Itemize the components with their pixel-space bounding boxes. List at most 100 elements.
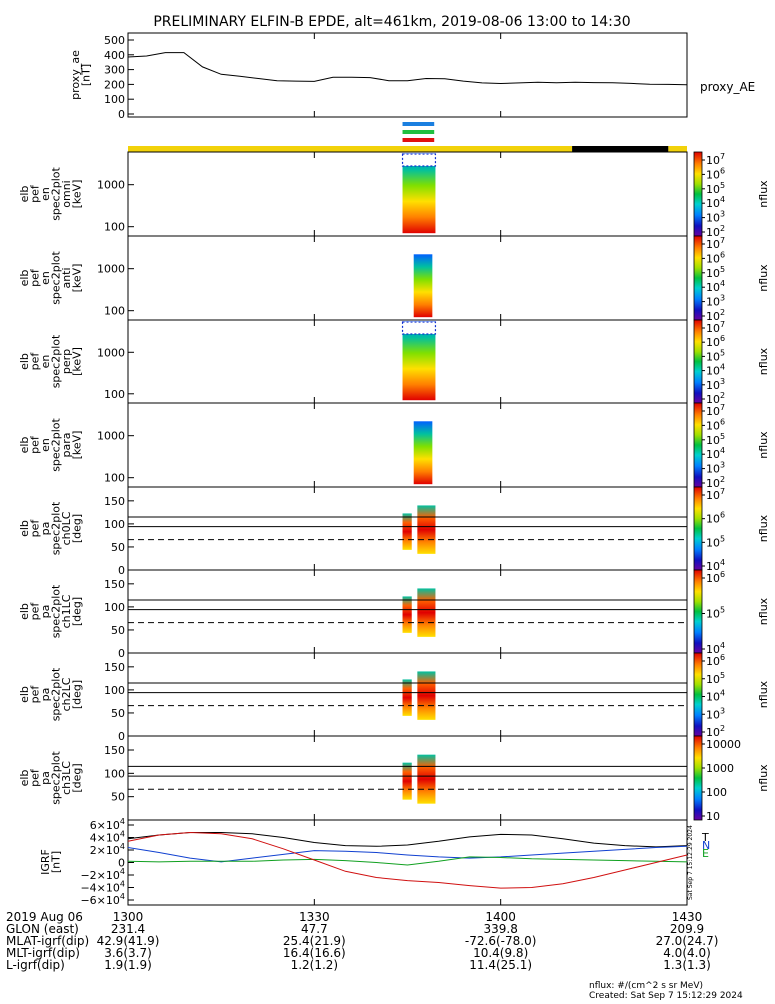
ephemeris-value: 42.9(41.9) (97, 934, 160, 948)
nflux-units-note: nflux: #/(cm^2 s sr MeV) (589, 981, 703, 991)
ephemeris-value: 1.9(1.9) (104, 958, 152, 972)
igrf-ylabel: IGRF[nT] (39, 849, 63, 875)
y-tick-label: 300 (104, 64, 125, 77)
colorbar (693, 402, 703, 488)
ephemeris-value: 11.4(25.1) (469, 958, 532, 972)
y-tick-label: 50 (111, 624, 125, 637)
colorbar-tick-label: 107 (706, 152, 725, 167)
ephemeris-label: 2019 Aug 06 (6, 910, 83, 924)
ephemeris-label: L-igrf(dip) (6, 958, 65, 972)
y-tick-label: 100 (104, 684, 125, 697)
spectrogram-data (402, 153, 436, 234)
y-tick-label: 4×104 (90, 830, 125, 845)
colorbar (693, 486, 703, 571)
colorbar-tick-label: 105 (706, 348, 725, 363)
panel-frame (127, 235, 688, 321)
y-tick-label: 100 (104, 93, 125, 106)
igrf-series-line (127, 856, 688, 866)
colorbar-label: nflux (757, 764, 770, 792)
colorbar (693, 235, 703, 321)
ylabel-line: spec2plot (49, 501, 62, 555)
pa-data-left (402, 762, 412, 800)
y-tick-label: 100 (104, 518, 125, 531)
colorbar-label-text: nflux (757, 680, 770, 708)
colorbar-label-text: nflux (757, 431, 770, 459)
ephemeris-value: 1300 (113, 910, 144, 924)
y-tick-label: 150 (104, 744, 125, 757)
ylabel-line: elb (18, 186, 31, 203)
ylabel-line: pef (28, 519, 41, 538)
ephemeris-value: 231.4 (111, 922, 145, 936)
colorbar-label-text: nflux (757, 180, 770, 208)
spectrogram-data (402, 321, 436, 401)
colorbar (693, 151, 703, 237)
ylabel-line: [keV] (70, 264, 83, 293)
ylabel-line: ch0LC (60, 511, 73, 545)
availability-bar (402, 130, 435, 134)
ephemeris-value: 1430 (672, 910, 703, 924)
ephemeris-value: 27.0(24.7) (656, 934, 719, 948)
colorbar-tick-label: 105 (706, 265, 725, 280)
colorbar-label: nflux (757, 680, 770, 708)
colorbar-label: nflux (757, 264, 770, 292)
spectrogram-data (413, 421, 433, 485)
orbit-segment (668, 146, 687, 152)
y-tick-label: 1000 (97, 263, 125, 276)
ephemeris-value: 339.8 (483, 922, 517, 936)
y-tick-label: 0 (118, 564, 125, 577)
ephemeris-label: MLAT-igrf(dip) (6, 934, 89, 948)
pa-data-left (402, 513, 412, 550)
colorbar-tick-label: 104 (706, 195, 725, 210)
ephemeris-value: 4.0(4.0) (663, 946, 711, 960)
colorbar-tick-label: 103 (706, 706, 725, 721)
ylabel-line: en (39, 271, 52, 285)
ylabel-line: elb (18, 686, 31, 703)
ylabel-line: [deg] (70, 597, 83, 626)
colorbar-tick-label: 103 (706, 294, 725, 309)
ephemeris-value: 1400 (485, 910, 516, 924)
ephemeris-value: 47.7 (301, 922, 328, 936)
ylabel-line: pa (39, 522, 52, 536)
colorbar-label: nflux (757, 597, 770, 625)
panel-ch0LC: 150 100 50 0 107 106 105 104 nflux (104, 486, 770, 577)
ylabel-line: ch2LC (60, 677, 73, 711)
igrf-side-text-label: Sat Sep 7 15:12:29 2024 (687, 825, 694, 900)
ylabel-line: ch3LC (60, 761, 73, 795)
ylabel-line: spec2plot (49, 584, 62, 638)
colorbar-tick-label: 106 (706, 511, 725, 526)
spectrogram-noise (401, 321, 437, 335)
ylabel-line: [keV] (70, 180, 83, 209)
y-tick-label: 400 (104, 49, 125, 62)
colorbar-tick-label: 102 (706, 308, 725, 323)
ylabel-line: pa (39, 771, 52, 785)
spectrogram-noise (401, 153, 437, 167)
ephemeris-value: 1.3(1.3) (663, 958, 711, 972)
y-tick-label: −6×104 (80, 892, 125, 907)
ylabel-line: [deg] (70, 680, 83, 709)
colorbar-tick-label: 105 (706, 534, 725, 549)
igrf-series-line (127, 832, 688, 848)
pa-data-right (417, 588, 436, 637)
colorbar-tick-label: 106 (706, 250, 725, 265)
colorbar-label-text: nflux (757, 514, 770, 542)
colorbar-tick-label: 104 (706, 446, 725, 461)
ylabel-line: omni (60, 180, 73, 207)
colorbar (693, 319, 703, 404)
ylabel-line: elb (18, 770, 31, 787)
colorbar-tick-label: 106 (706, 417, 725, 432)
y-tick-label: 50 (111, 541, 125, 554)
igrf-legend-entry: T (701, 831, 709, 844)
colorbar-tick-label: 107 (706, 320, 725, 335)
igrf-legend-entry: N (702, 839, 710, 852)
colorbar-tick-label: 10000 (706, 738, 741, 751)
y-tick-label: 1000 (97, 346, 125, 359)
